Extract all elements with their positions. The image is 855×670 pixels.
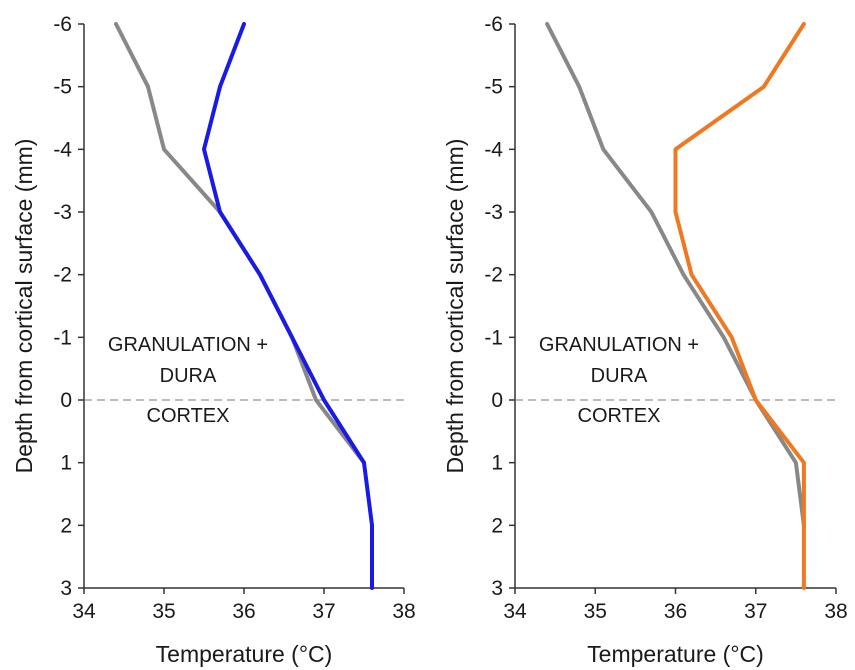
y-tick-label: -2: [53, 264, 72, 287]
y-tick-label: -2: [484, 264, 503, 287]
y-tick-label: 3: [491, 577, 503, 600]
x-tick-label: 36: [232, 600, 255, 623]
y-axis-title: Depth from cortical surface (mm): [11, 139, 37, 474]
x-tick-label: 35: [152, 600, 175, 623]
y-tick-label: -4: [484, 138, 503, 161]
annotation-cortex: CORTEX: [578, 405, 661, 427]
y-tick-label: -5: [484, 76, 503, 99]
annotation-granulation: GRANULATION +: [539, 334, 699, 356]
y-tick-label: 0: [491, 389, 503, 412]
y-tick-label: -3: [484, 201, 503, 224]
chart-panel-2: -6 -5 -4 -3 -2 -1 0 1 2 334 35 36 37 38 Temperature (°…: [442, 13, 848, 667]
y-tick-label: 1: [491, 452, 503, 475]
x-axis-title: Temperature (°C): [587, 641, 764, 667]
series-line-color: [202, 22, 374, 590]
x-tick-label: 34: [503, 600, 527, 623]
y-tick-label: 1: [60, 452, 72, 475]
x-tick-label: 36: [664, 600, 687, 623]
annotation-dura: DURA: [160, 365, 217, 387]
y-tick-label: 2: [60, 514, 72, 537]
x-axis-title: Temperature (°C): [156, 641, 333, 667]
series-line-gray: [545, 22, 806, 528]
series-line-color: [673, 22, 806, 590]
y-axis-title: Depth from cortical surface (mm): [442, 139, 468, 474]
y-tick-label: -4: [53, 138, 72, 161]
y-tick-label: -1: [53, 326, 72, 349]
x-tick-label: 38: [392, 600, 415, 623]
y-tick-label: 3: [60, 577, 72, 600]
x-tick-label: 37: [744, 600, 767, 623]
x-tick-label: 35: [584, 600, 607, 623]
y-tick-label: -5: [53, 76, 72, 99]
y-tick-label: 0: [60, 389, 72, 412]
x-tick-label: 38: [824, 600, 847, 623]
chart-panel-1: -6 -5 -4 -3 -2 -1 0 1 2 334 35 36 37 38 Temperature (°…: [11, 13, 416, 667]
y-tick-label: -1: [484, 326, 503, 349]
x-tick-label: 34: [72, 600, 96, 623]
y-tick-label: -6: [484, 13, 503, 36]
x-tick-label: 37: [312, 600, 335, 623]
y-tick-label: -6: [53, 13, 72, 36]
y-tick-label: 2: [491, 514, 503, 537]
annotation-granulation: GRANULATION +: [108, 334, 268, 356]
annotation-cortex: CORTEX: [147, 405, 230, 427]
y-tick-label: -3: [53, 201, 72, 224]
annotation-dura: DURA: [591, 365, 648, 387]
